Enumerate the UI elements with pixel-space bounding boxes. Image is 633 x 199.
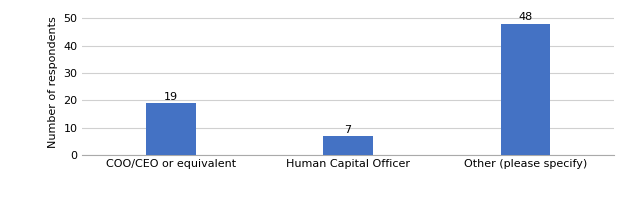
Bar — [501, 24, 550, 155]
Bar — [323, 136, 373, 155]
Text: 7: 7 — [344, 125, 352, 135]
Bar — [146, 103, 196, 155]
Y-axis label: Number of respondents: Number of respondents — [47, 17, 58, 148]
Text: 19: 19 — [164, 92, 178, 102]
Text: 48: 48 — [518, 12, 532, 22]
